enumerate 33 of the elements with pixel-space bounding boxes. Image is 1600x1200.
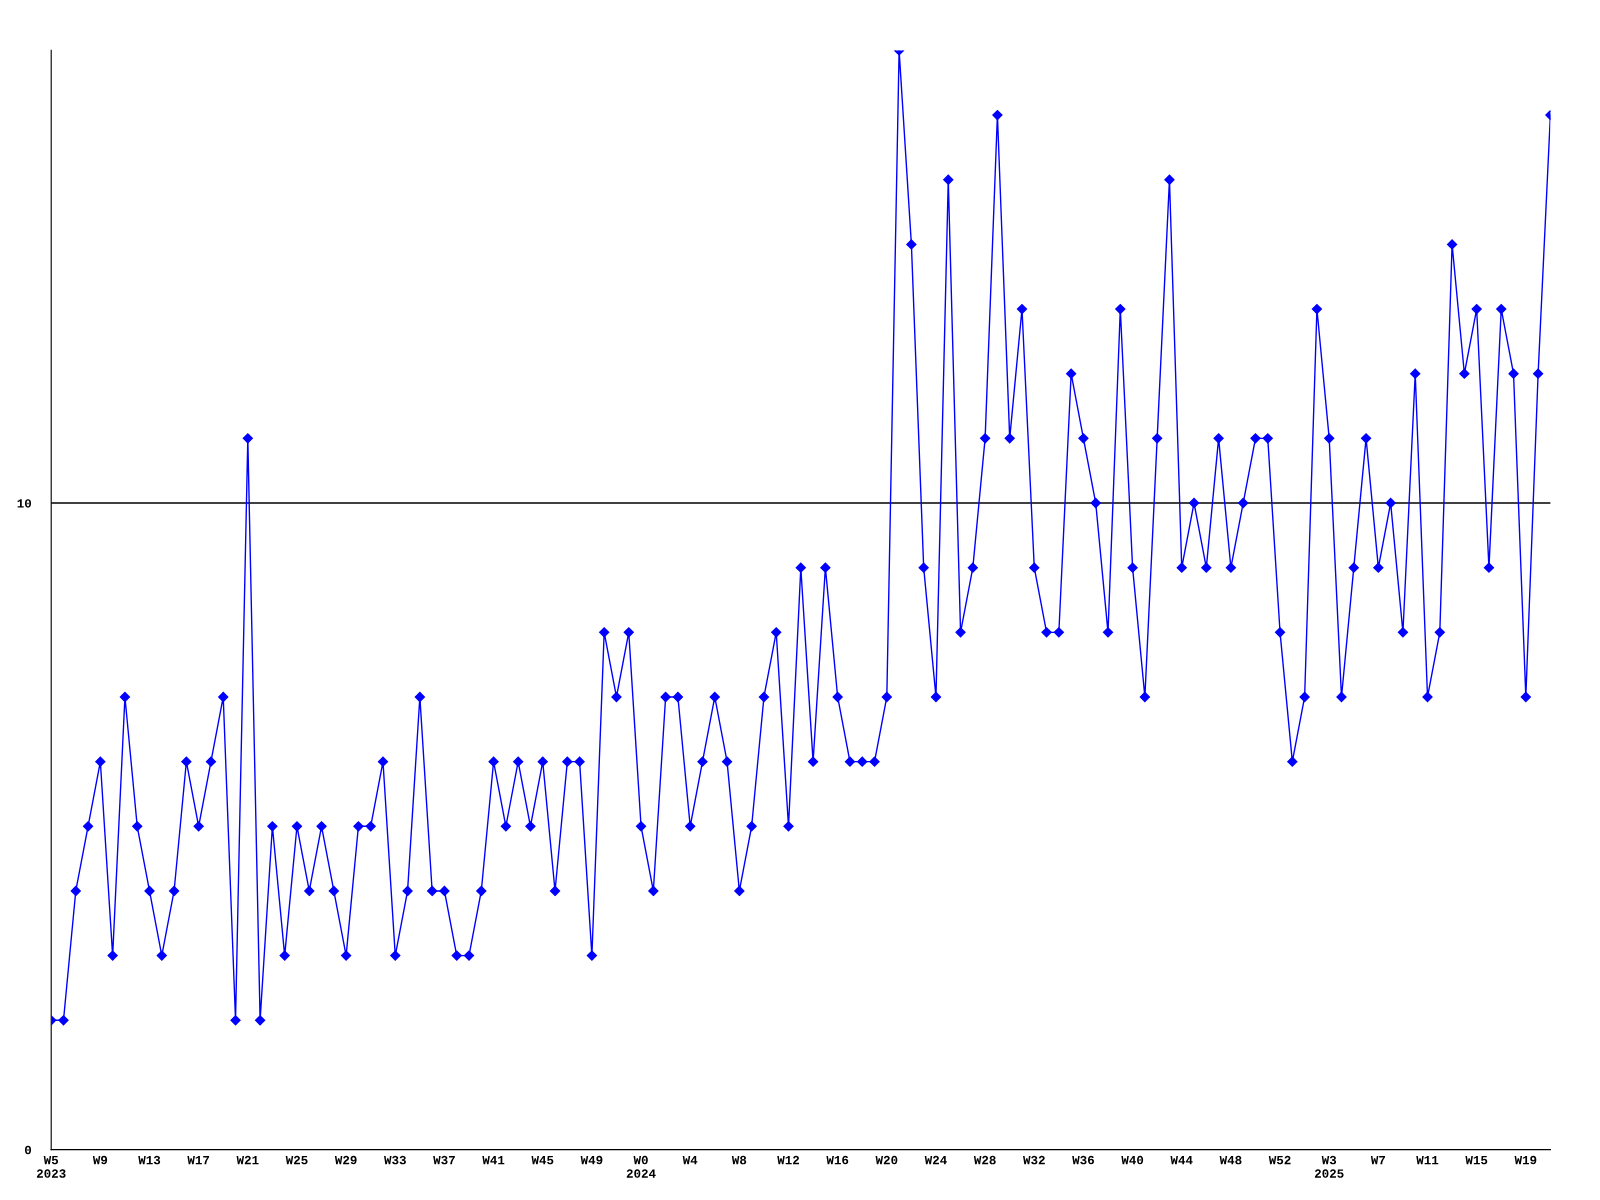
x-tick-label: W12 [777,1155,800,1165]
x-tick-label: W33 [384,1155,406,1165]
x-tick-label: W28 [973,1155,996,1165]
x-tick-label: W7 [1370,1155,1386,1165]
x-tick-label: W24 [924,1155,947,1165]
x-tick-label: W52 [1268,1155,1291,1165]
x-tick-label: W0 2024 [626,1155,656,1178]
x-tick-label: W36 [1072,1155,1094,1165]
x-tick-label: W44 [1170,1155,1193,1165]
x-tick-label: W21 [236,1155,259,1165]
x-tick-label: W40 [1121,1155,1144,1165]
x-tick-label: W49 [580,1155,603,1165]
x-tick-label: W32 [1023,1155,1045,1165]
x-tick-label: W29 [334,1155,357,1165]
x-tick-label: W17 [187,1155,210,1165]
x-tick-label: W13 [138,1155,161,1165]
x-tick-label: W41 [482,1155,505,1165]
x-tick-label: W48 [1219,1155,1242,1165]
x-tick-label: W19 [1514,1155,1537,1165]
y-tick-label: 10 [17,499,32,508]
x-tick-label: W45 [531,1155,554,1165]
x-tick-label: W37 [433,1155,455,1165]
y-tick-label: 0 [24,1145,32,1155]
x-tick-label: W9 [92,1155,108,1165]
x-tick-label: W25 [285,1155,308,1165]
x-tick-label: W8 [731,1155,747,1165]
x-tick-label: W15 [1465,1155,1488,1165]
x-tick-label: W20 [875,1155,898,1165]
x-tick-label: W4 [682,1155,698,1165]
x-tick-label: W16 [826,1155,849,1165]
x-tick-label: W5 2023 [36,1155,66,1178]
x-tick-label: W11 [1416,1155,1439,1165]
x-tick-label: W3 2025 [1314,1155,1344,1178]
